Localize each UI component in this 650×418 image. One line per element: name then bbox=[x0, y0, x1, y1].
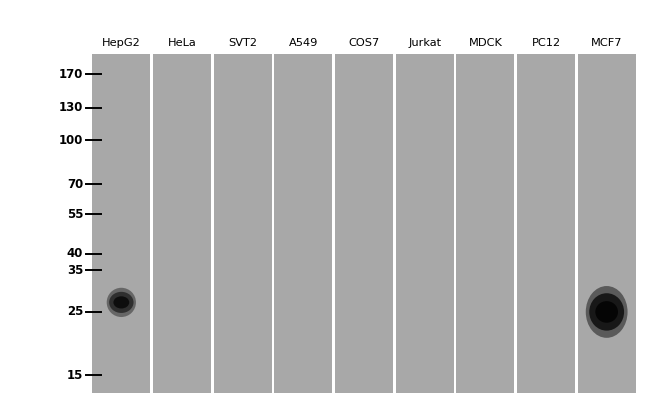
Text: 40: 40 bbox=[67, 247, 83, 260]
Text: 55: 55 bbox=[67, 208, 83, 221]
Ellipse shape bbox=[107, 288, 136, 317]
Ellipse shape bbox=[590, 293, 624, 331]
Text: HepG2: HepG2 bbox=[102, 38, 140, 48]
Bar bbox=[274, 54, 332, 393]
Text: Jurkat: Jurkat bbox=[408, 38, 441, 48]
Text: A549: A549 bbox=[289, 38, 318, 48]
Text: SVT2: SVT2 bbox=[228, 38, 257, 48]
Bar bbox=[92, 54, 150, 393]
Text: 15: 15 bbox=[67, 369, 83, 382]
Ellipse shape bbox=[586, 286, 627, 338]
Ellipse shape bbox=[109, 292, 133, 313]
Text: COS7: COS7 bbox=[348, 38, 380, 48]
Text: MDCK: MDCK bbox=[469, 38, 502, 48]
Text: PC12: PC12 bbox=[532, 38, 560, 48]
Text: 170: 170 bbox=[59, 68, 83, 81]
Text: 100: 100 bbox=[59, 134, 83, 147]
Text: MCF7: MCF7 bbox=[591, 38, 623, 48]
Bar bbox=[214, 54, 272, 393]
Text: 70: 70 bbox=[67, 178, 83, 191]
Text: 25: 25 bbox=[67, 306, 83, 319]
Bar bbox=[153, 54, 211, 393]
Text: 35: 35 bbox=[67, 264, 83, 277]
Bar bbox=[456, 54, 514, 393]
Ellipse shape bbox=[595, 301, 618, 323]
Ellipse shape bbox=[113, 296, 129, 308]
Bar bbox=[517, 54, 575, 393]
Text: 130: 130 bbox=[59, 101, 83, 114]
Bar bbox=[335, 54, 393, 393]
Text: HeLa: HeLa bbox=[168, 38, 196, 48]
Bar bbox=[578, 54, 636, 393]
Bar bbox=[396, 54, 454, 393]
